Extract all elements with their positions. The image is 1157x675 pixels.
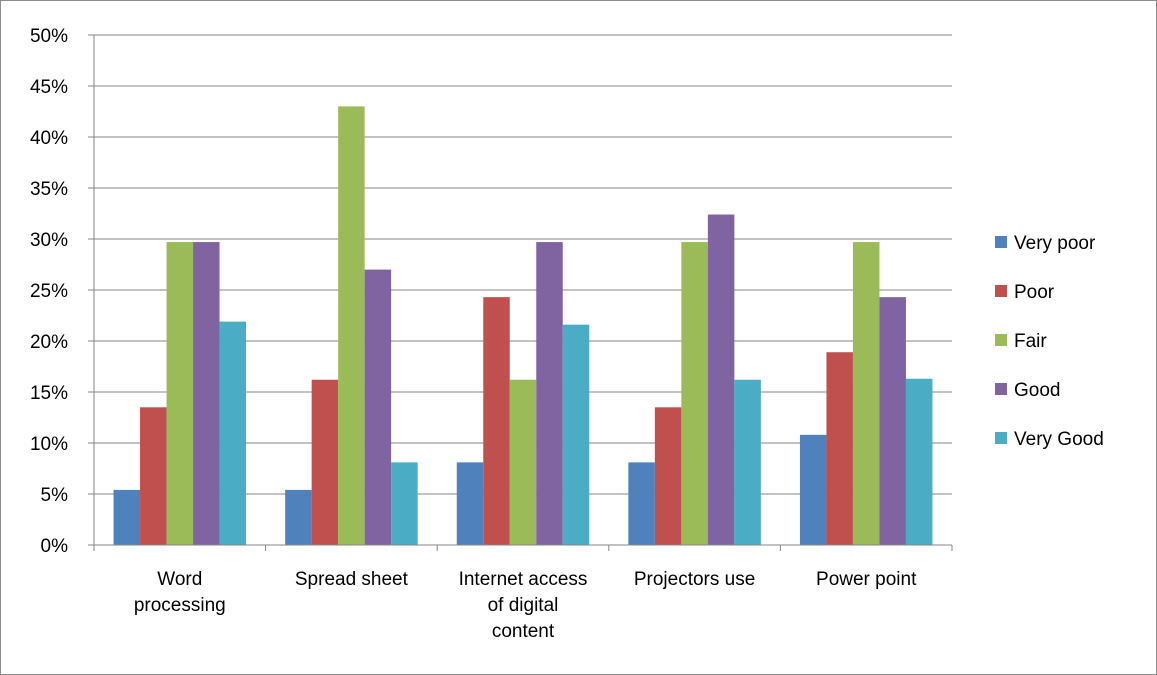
bar-fair [166,242,194,545]
bar-fair [338,106,365,546]
bar-very-poor [456,462,484,545]
bar-poor [483,297,510,545]
y-tick-label: 15% [30,383,68,404]
legend-label: Good [1014,380,1060,401]
legend-swatch [995,334,1007,346]
y-tick-labels: 0% 5% 10% 15% 20% 25% 30% 35% 40% 45% 50% [30,26,68,557]
bar-poor [311,379,339,545]
bar-very-good [905,378,933,545]
legend-swatch [995,383,1007,395]
y-tick-label: 25% [30,281,68,302]
legend-label: Very Good [1014,429,1104,450]
bar-poor [140,407,167,545]
x-category-labels: Word processing Spread sheet Internet acces… [134,569,917,642]
legend-label: Poor [1014,282,1055,303]
bar-very-poor [285,489,312,545]
bar-very-poor [628,462,655,545]
bar-very-poor [113,489,141,545]
legend-label: Fair [1014,331,1047,352]
bar-poor [826,352,853,545]
y-tick-label: 45% [30,77,68,98]
bar-very-good [391,462,418,545]
bar-very-poor [799,434,827,545]
x-category-label: content [492,621,555,642]
x-category-label: processing [134,595,226,616]
x-category-label: Word [157,569,202,590]
x-category-label: Spread sheet [295,569,409,590]
bar-good [707,214,735,545]
y-tick-label: 20% [30,332,68,353]
y-tick-label: 40% [30,128,68,149]
bar-good [193,242,220,545]
bar-very-good [562,324,590,545]
legend-swatch [995,236,1007,248]
bar-poor [654,407,682,545]
x-category-label: Projectors use [634,569,755,590]
y-tick-label: 50% [30,26,68,47]
x-category-label: Power point [816,569,917,590]
bar-fair [852,242,880,545]
bar-fair [681,242,708,545]
y-tick-label: 5% [41,485,69,506]
y-tick-label: 0% [41,536,69,557]
y-tick-label: 10% [30,434,68,455]
x-category-label: of digital [488,595,559,616]
x-category-label: Internet access [459,569,588,590]
bar-good [879,297,906,545]
y-tick-label: 30% [30,230,68,251]
bar-very-good [219,321,247,545]
legend-swatch [995,285,1007,297]
bars [113,106,933,546]
y-tick-label: 35% [30,179,68,200]
legend: Very poor Poor Fair Good Very Good [995,233,1104,450]
bar-good [536,242,563,545]
axes [93,35,953,551]
bar-good [364,269,392,545]
legend-label: Very poor [1014,233,1096,254]
bar-fair [509,379,537,545]
bar-very-good [734,379,761,545]
legend-swatch [995,432,1007,444]
